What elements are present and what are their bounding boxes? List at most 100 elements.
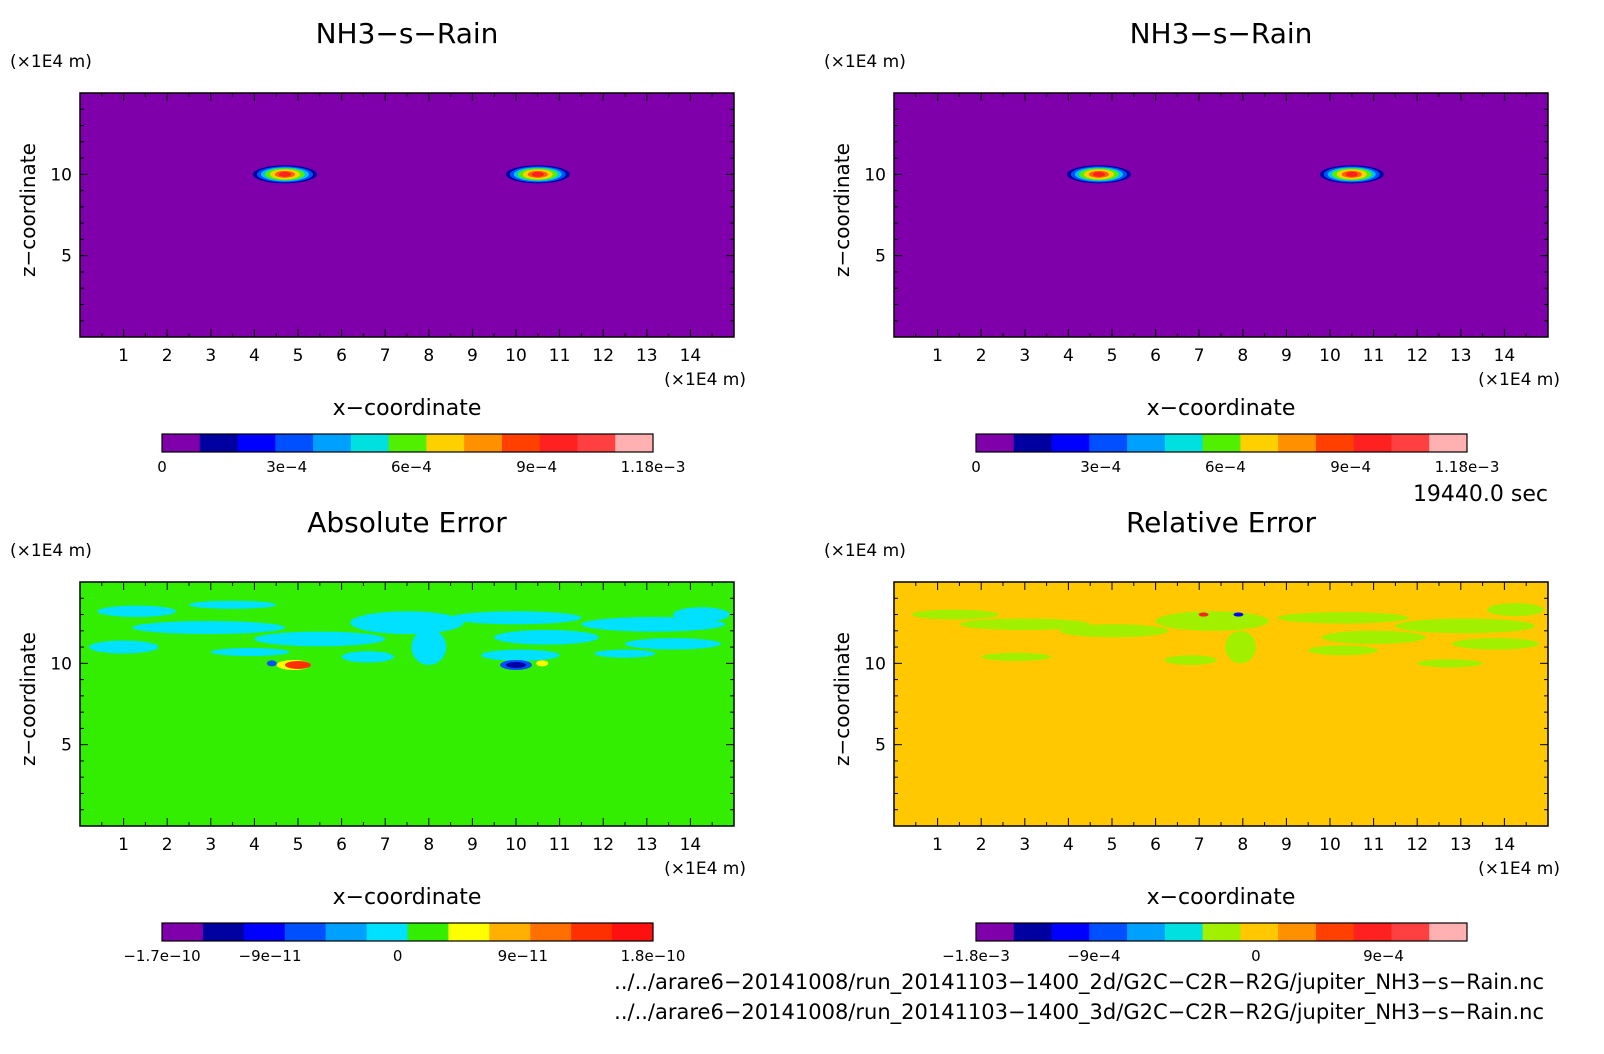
colorbar-swatch: [577, 434, 616, 452]
x-tick-label: 8: [423, 346, 434, 366]
colorbar-swatch: [1164, 434, 1204, 452]
x-tick-label: 9: [1281, 835, 1292, 855]
colorbar-tick-label: 6e−4: [1205, 458, 1246, 476]
y-tick-label: 5: [61, 247, 72, 267]
error-patches: [911, 603, 1544, 668]
colorbar-tick-label: 3e−4: [266, 458, 307, 476]
x-tick-label: 2: [976, 346, 987, 366]
x-tick-label: 10: [1319, 835, 1341, 855]
colorbar-swatch: [615, 434, 654, 452]
footer-path-2d: ../../arare6−20141008/run_20141103−1400_…: [614, 970, 1544, 994]
x-tick-label: 6: [1150, 835, 1161, 855]
colorbar-swatch: [199, 434, 239, 452]
colorbar-swatch: [976, 434, 1015, 452]
colorbar-swatch: [1240, 434, 1279, 452]
footer-path-3d: ../../arare6−20141008/run_20141103−1400_…: [614, 1000, 1544, 1024]
colorbar-swatch: [1315, 923, 1355, 941]
y-tick-label: 10: [864, 165, 886, 185]
x-tick-label: 3: [205, 346, 216, 366]
colorbar-swatch: [1391, 923, 1430, 941]
colorbar-tick-label: 6e−4: [391, 458, 432, 476]
chart-title: NH3−s−Rain: [1130, 17, 1313, 50]
chart-panel-2: NH3−s−Rain(×1E4 m)1 2 3 4 5 6 7 8 9 10 11 12 13 14510…: [824, 17, 1560, 476]
colorbar: −1.7e−10 −9e−11 0 9e−11 1.8e−10: [123, 922, 686, 965]
chart-panel-3: Absolute Error(×1E4 m)1 2 3 4 5 6 7 8 9 10 11 12 13 1…: [10, 506, 746, 965]
y-axis-label: z−coordinate: [830, 143, 854, 277]
x-tick-label: 7: [380, 346, 391, 366]
x-tick-label: 12: [592, 835, 614, 855]
x-tick-label: 4: [249, 346, 260, 366]
x-tick-label: 12: [1406, 835, 1428, 855]
colorbar-swatch: [530, 923, 572, 941]
colorbar-tick-label: 9e−4: [1363, 947, 1404, 965]
y-axis-label: z−coordinate: [830, 632, 854, 766]
colorbar-tick-label: 0: [157, 458, 167, 476]
x-tick-label: 7: [1194, 835, 1205, 855]
colorbar-swatch: [1278, 923, 1317, 941]
colorbar-swatch: [202, 923, 245, 941]
colorbar-swatch: [388, 434, 427, 452]
x-tick-label: 3: [1019, 346, 1030, 366]
chart-title: Relative Error: [1126, 506, 1317, 539]
y-tick-label: 10: [864, 654, 886, 674]
x-tick-label: 10: [505, 346, 527, 366]
x-axis-label: x−coordinate: [1147, 885, 1296, 910]
x-tick-label: 1: [118, 835, 129, 855]
x-tick-label: 2: [976, 835, 987, 855]
y-unit-label: (×1E4 m): [10, 52, 92, 72]
x-tick-label: 8: [1237, 346, 1248, 366]
colorbar-swatch: [1051, 923, 1090, 941]
x-tick-label: 9: [1281, 346, 1292, 366]
colorbar-swatch: [1013, 434, 1053, 452]
x-axis-label: x−coordinate: [333, 396, 482, 421]
colorbar-tick-label: 1.18e−3: [621, 458, 686, 476]
colorbar-swatch: [1429, 923, 1468, 941]
y-tick-label: 5: [875, 736, 886, 756]
x-tick-label: 12: [592, 346, 614, 366]
x-tick-label: 11: [549, 835, 571, 855]
x-tick-label: 13: [636, 835, 658, 855]
x-tick-label: 3: [205, 835, 216, 855]
x-unit-label: (×1E4 m): [664, 859, 746, 879]
colorbar-swatch: [275, 434, 314, 452]
x-tick-label: 10: [505, 835, 527, 855]
colorbar-swatch: [366, 923, 408, 941]
y-tick-label: 10: [50, 654, 72, 674]
x-tick-label: 14: [680, 346, 702, 366]
colorbar-swatch: [1353, 434, 1392, 452]
colorbar-swatch: [162, 434, 201, 452]
rain-blob-1: [252, 165, 317, 184]
chart-panel-4: Relative Error(×1E4 m)1 2 3 4 5 6 7 8 9 10 11 12 13 1…: [824, 506, 1560, 965]
x-unit-label: (×1E4 m): [1478, 370, 1560, 390]
time-label: 19440.0 sec: [1413, 482, 1548, 507]
chart-title: NH3−s−Rain: [316, 17, 499, 50]
x-axis-label: x−coordinate: [1147, 396, 1296, 421]
x-tick-label: 6: [336, 835, 347, 855]
x-tick-label: 2: [162, 346, 173, 366]
x-tick-label: 14: [1494, 346, 1516, 366]
x-unit-label: (×1E4 m): [664, 370, 746, 390]
y-unit-label: (×1E4 m): [824, 52, 906, 72]
x-tick-label: 4: [1063, 835, 1074, 855]
colorbar-swatch: [162, 923, 204, 941]
x-tick-label: 1: [118, 346, 129, 366]
colorbar-swatch: [426, 434, 465, 452]
colorbar-swatch: [539, 434, 578, 452]
colorbar-swatch: [1278, 434, 1317, 452]
rain-blob-1: [1066, 165, 1131, 184]
x-tick-label: 13: [1450, 835, 1472, 855]
x-tick-label: 9: [467, 346, 478, 366]
colorbar-tick-label: 1.8e−10: [621, 947, 686, 965]
colorbar-swatch: [237, 434, 276, 452]
colorbar-swatch: [448, 923, 490, 941]
colorbar-swatch: [1013, 923, 1053, 941]
x-tick-label: 2: [162, 835, 173, 855]
x-tick-label: 9: [467, 835, 478, 855]
x-tick-label: 8: [423, 835, 434, 855]
plot-area: [80, 93, 734, 337]
x-tick-label: 12: [1406, 346, 1428, 366]
colorbar-swatch: [1089, 434, 1128, 452]
chart-panel-1: NH3−s−Rain(×1E4 m)1 2 3 4 5 6 7 8 9 10 11 12 13 14510…: [10, 17, 746, 476]
colorbar-swatch: [489, 923, 531, 941]
y-unit-label: (×1E4 m): [824, 541, 906, 561]
